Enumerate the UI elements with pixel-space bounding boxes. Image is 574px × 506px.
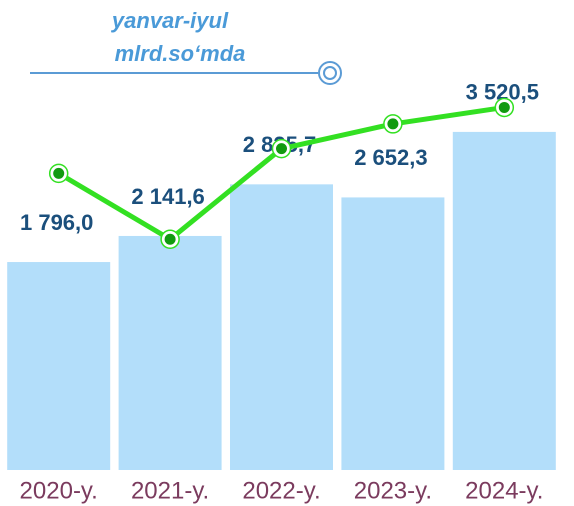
value-label: 2 141,6 [131,184,204,209]
chart-title: yanvar-iyul [111,8,229,33]
value-label: 2 652,3 [354,145,427,170]
title-ornament [323,66,337,80]
marker [387,118,399,130]
x-tick-label: 2023-y. [354,477,432,504]
bar [341,197,445,470]
bar [118,235,222,470]
marker [164,233,176,245]
chart-subtitle: mlrd.so‘mda [115,41,246,66]
x-tick-label: 2020-y. [20,477,98,504]
bar [230,184,333,471]
marker [276,143,287,155]
bar [7,262,111,470]
title-ornament [318,61,342,85]
marker [498,101,510,113]
x-tick-label: 2021-y. [131,477,209,504]
value-label: 1 796,0 [20,210,93,235]
marker [53,167,65,179]
x-tick-label: 2022-y. [242,477,320,504]
x-tick-label: 2024-y. [465,477,543,504]
bar [452,131,556,470]
